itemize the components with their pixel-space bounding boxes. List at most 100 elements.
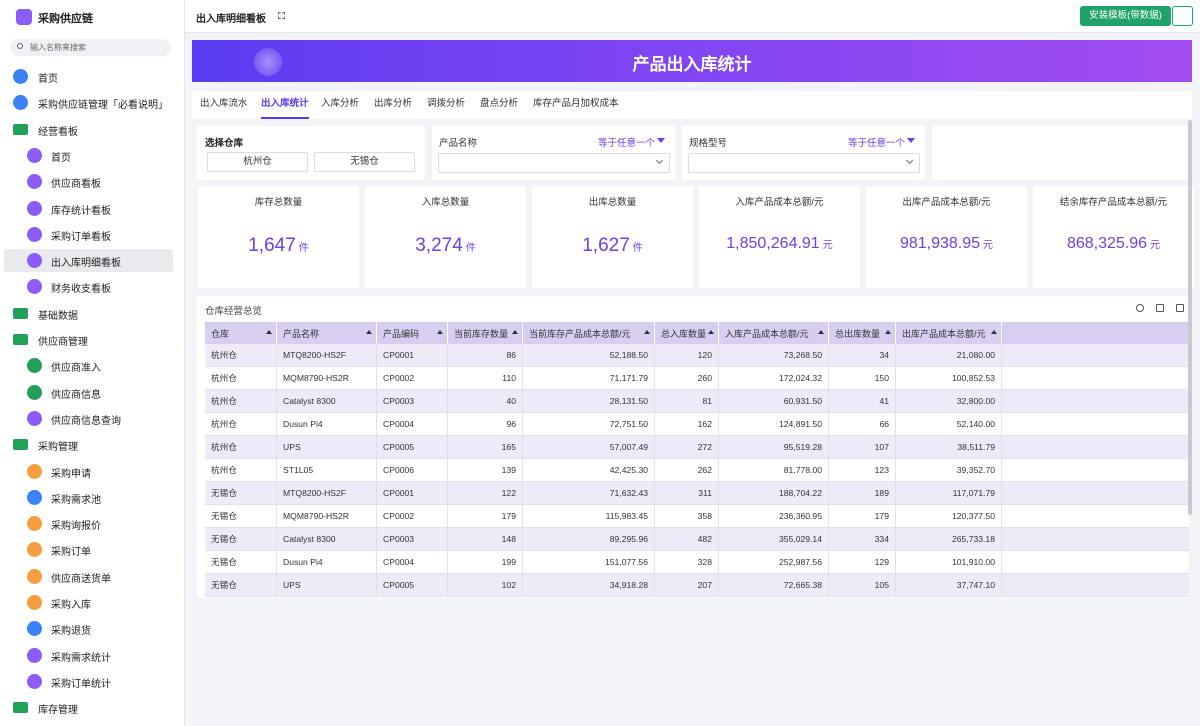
table-cell: 236,360.95 xyxy=(719,505,829,528)
filter-option[interactable]: 杭州仓 xyxy=(207,152,308,172)
sort-icon[interactable] xyxy=(512,330,518,334)
column-header[interactable]: 产品名称 xyxy=(277,322,377,344)
tab[interactable]: 调拨分析 xyxy=(427,98,466,109)
filter-label: 产品名称 xyxy=(439,138,478,149)
nav-subitem[interactable]: 采购需求池 xyxy=(4,486,173,509)
nav-subitem[interactable]: 供应商信息 xyxy=(4,381,173,404)
nav-subitem[interactable]: 采购订单看板 xyxy=(4,223,173,246)
table-cell: 115,983.45 xyxy=(523,505,655,528)
nav-item[interactable]: 经营看板 xyxy=(4,118,173,141)
table-row xyxy=(205,344,1189,367)
dropdown-button[interactable] xyxy=(1172,6,1193,26)
column-header[interactable]: 产品编码 xyxy=(377,322,448,344)
toolbar-icon[interactable] xyxy=(1136,304,1144,312)
nav-icon xyxy=(27,384,42,400)
tab[interactable]: 入库分析 xyxy=(321,98,360,109)
sort-icon[interactable] xyxy=(266,330,272,334)
table-cell: 39,352.70 xyxy=(896,459,1002,482)
filter-select[interactable] xyxy=(438,153,670,173)
sort-icon[interactable] xyxy=(818,330,824,334)
tab[interactable]: 出入库统计 xyxy=(261,91,309,119)
folder-icon xyxy=(13,439,28,451)
sort-icon[interactable] xyxy=(885,330,891,334)
nav-item[interactable]: 基础数据 xyxy=(4,302,173,325)
table-cell: 148 xyxy=(448,528,523,551)
nav-subitem[interactable]: 采购需求统计 xyxy=(4,644,173,667)
kpi-card: 入库总数量 3,274 件 xyxy=(365,186,526,288)
tab[interactable]: 库存产品月加权成本 xyxy=(533,98,619,109)
nav-item[interactable]: 库存管理 xyxy=(4,696,173,719)
kpi-unit: 件 xyxy=(298,243,309,254)
nav-subitem[interactable]: 采购入库 xyxy=(4,591,173,614)
nav-subitem[interactable]: 首页 xyxy=(4,144,173,167)
table-cell: CP0005 xyxy=(377,436,448,459)
kpi-card: 入库产品成本总额/元 1,850,264.91 元 xyxy=(699,186,860,288)
sort-icon[interactable] xyxy=(437,330,443,334)
column-header[interactable]: 当前库存数量 xyxy=(448,322,523,344)
tab[interactable]: 盘点分析 xyxy=(480,98,519,109)
fullscreen-icon[interactable] xyxy=(278,12,285,19)
table-cell: 262 xyxy=(655,459,719,482)
nav-icon xyxy=(13,95,28,111)
sort-icon[interactable] xyxy=(644,330,650,334)
table-cell: 179 xyxy=(829,505,896,528)
nav-item[interactable]: 首页 xyxy=(4,65,173,88)
install-button[interactable]: 安装模板(带数据) xyxy=(1080,6,1171,26)
column-header[interactable]: 总入库数量 xyxy=(655,322,719,344)
table-cell: 无锡仓 xyxy=(205,482,277,505)
kpi-value: 1,850,264.91 xyxy=(726,235,820,252)
nav-subitem[interactable]: 采购询报价 xyxy=(4,512,173,535)
nav-label: 采购退货 xyxy=(51,626,91,638)
filter-panel xyxy=(932,126,1192,180)
banner: 产品出入库统计 xyxy=(192,40,1192,82)
filter-option[interactable]: 无锡仓 xyxy=(314,152,415,172)
column-title: 仓库 xyxy=(211,329,230,339)
nav-subitem[interactable]: 供应商看板 xyxy=(4,170,173,193)
nav-subitem[interactable]: 财务收支看板 xyxy=(4,275,173,298)
nav-item[interactable]: 供应商管理 xyxy=(4,328,173,351)
nav-label: 采购供应链管理「必看说明」 xyxy=(38,100,168,112)
sort-icon[interactable] xyxy=(991,330,997,334)
sort-icon[interactable] xyxy=(708,330,714,334)
sort-icon[interactable] xyxy=(366,330,372,334)
nav-subitem[interactable]: 供应商准入 xyxy=(4,354,173,377)
tab[interactable]: 出库分析 xyxy=(374,98,413,109)
nav-label: 库存统计看板 xyxy=(51,205,111,217)
toolbar-icon[interactable] xyxy=(1176,304,1184,312)
nav-subitem[interactable]: 供应商送货单 xyxy=(4,565,173,588)
nav-icon xyxy=(27,279,42,295)
filter-select[interactable] xyxy=(688,153,920,173)
column-header[interactable]: 总出库数量 xyxy=(829,322,896,344)
search-box[interactable]: 输入名称来搜索 xyxy=(10,39,171,56)
table-cell: 无锡仓 xyxy=(205,505,277,528)
nav-label: 采购订单统计 xyxy=(51,678,111,690)
nav-subitem[interactable]: 采购退货 xyxy=(4,617,173,640)
nav-subitem[interactable]: 库存统计看板 xyxy=(4,197,173,220)
toolbar-icon[interactable] xyxy=(1156,304,1164,312)
column-header[interactable]: 当前库存产品成本总额/元 xyxy=(523,322,655,344)
nav-label: 基础数据 xyxy=(38,310,78,322)
nav-icon xyxy=(27,595,42,610)
nav-subitem[interactable]: 供应商信息查询 xyxy=(4,407,173,430)
table-cell: 34 xyxy=(829,344,896,367)
table-cell: 71,632.43 xyxy=(523,482,655,505)
column-header[interactable]: 出库产品成本总额/元 xyxy=(896,322,1002,344)
tab[interactable]: 出入库流水 xyxy=(200,98,248,109)
kpi-label: 出库产品成本总额/元 xyxy=(902,197,991,208)
operator-caret xyxy=(657,138,665,143)
filter-operator[interactable]: 等于任意一个 xyxy=(598,138,656,149)
nav-item[interactable]: 采购管理 xyxy=(4,433,173,456)
nav-subitem[interactable]: 采购申请 xyxy=(4,460,173,483)
filter-operator[interactable]: 等于任意一个 xyxy=(848,138,906,149)
table-cell: 无锡仓 xyxy=(205,574,277,597)
column-header[interactable]: 仓库 xyxy=(205,322,277,344)
nav-subitem[interactable]: 出入库明细看板 xyxy=(4,249,173,273)
nav-subitem[interactable]: 采购订单统计 xyxy=(4,670,173,693)
nav-subitem[interactable]: 采购订单 xyxy=(4,538,173,561)
nav-item[interactable]: 采购供应链管理「必看说明」 xyxy=(4,91,173,114)
table-cell: 38,511.79 xyxy=(896,436,1002,459)
table-cell: 328 xyxy=(655,551,719,574)
nav-icon xyxy=(27,463,42,479)
column-header[interactable]: 入库产品成本总额/元 xyxy=(719,322,829,344)
operator-caret xyxy=(907,138,915,143)
